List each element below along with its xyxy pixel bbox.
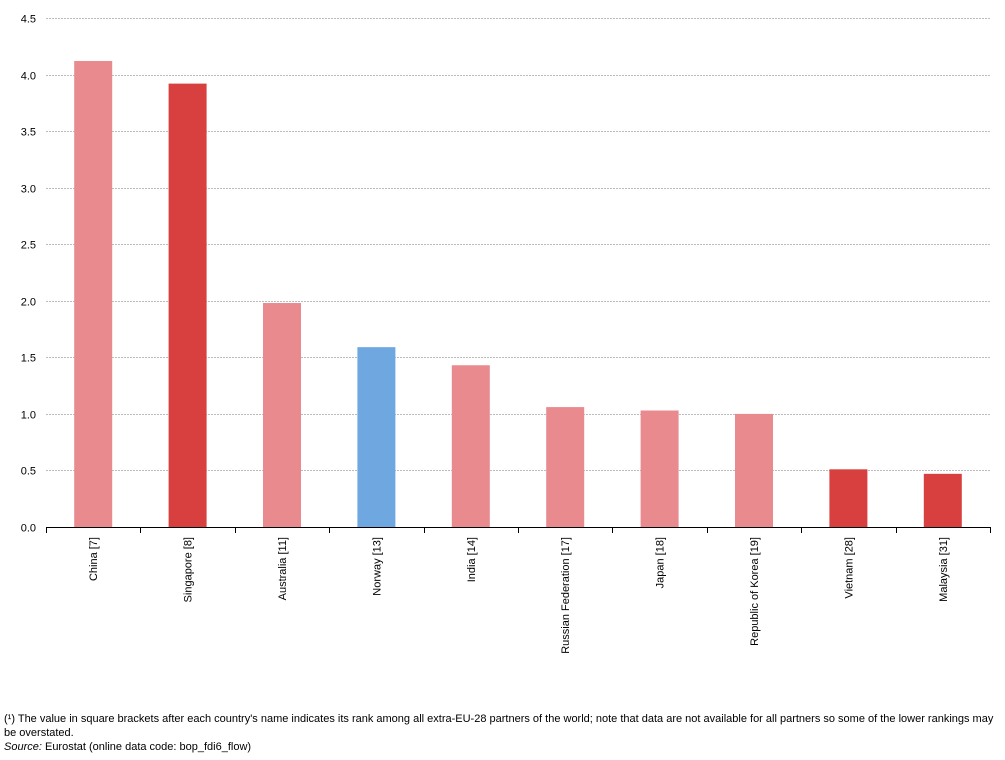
bar: [829, 469, 868, 527]
y-tick-label: 3.5: [21, 127, 36, 139]
x-tick-label: India [14]: [466, 537, 478, 582]
bar: [735, 413, 773, 527]
bars: [74, 60, 962, 528]
y-tick-label: 1.5: [21, 353, 36, 365]
y-tick-label: 0.5: [21, 466, 36, 478]
x-axis: China [7] Singapore [8] Australia [11] Norw…: [46, 527, 991, 654]
x-tick-label: Australia [11]: [277, 537, 289, 600]
x-tick-label: Russian Federation [17]: [560, 537, 572, 654]
bar: [923, 473, 962, 527]
x-tick-label: Republic of Korea [19]: [749, 537, 761, 646]
y-tick-label: 3.0: [21, 184, 36, 196]
y-tick-label: 0.0: [21, 523, 36, 535]
x-tick-label: Malaysia [31]: [938, 537, 950, 602]
y-tick-label: 1.0: [21, 410, 36, 422]
y-tick-label: 2.5: [21, 240, 36, 252]
footnote-source: Source: Eurostat (online data code: bop_…: [4, 740, 994, 754]
bar: [263, 303, 301, 527]
bar-chart: 0.0 0.5 1.0 1.5 2.0 2.5 3.0 3.5 4.0 4.5 China [7]…: [21, 14, 991, 654]
source-label: Source:: [4, 741, 42, 753]
bar: [451, 365, 490, 527]
y-tick-label: 4.0: [21, 71, 36, 83]
x-tick-label: Japan [18]: [655, 537, 667, 588]
y-tick-label: 4.5: [21, 14, 36, 26]
bar: [546, 407, 585, 527]
bar: [168, 83, 207, 528]
bar: [74, 60, 113, 527]
x-tick-label: Vietnam [28]: [843, 537, 855, 599]
x-tick-label: Norway [13]: [371, 537, 383, 596]
x-tick-label: China [7]: [88, 537, 100, 581]
bar: [357, 347, 396, 527]
y-axis: 0.0 0.5 1.0 1.5 2.0 2.5 3.0 3.5 4.0 4.5: [21, 14, 36, 535]
bar: [640, 410, 679, 527]
footnote-note: (¹) The value in square brackets after e…: [4, 713, 994, 739]
source-text: Eurostat (online data code: bop_fdi6_flo…: [41, 741, 252, 753]
footnote: (¹) The value in square brackets after e…: [4, 712, 994, 754]
y-tick-label: 2.0: [21, 297, 36, 309]
x-tick-label: Singapore [8]: [183, 537, 195, 602]
